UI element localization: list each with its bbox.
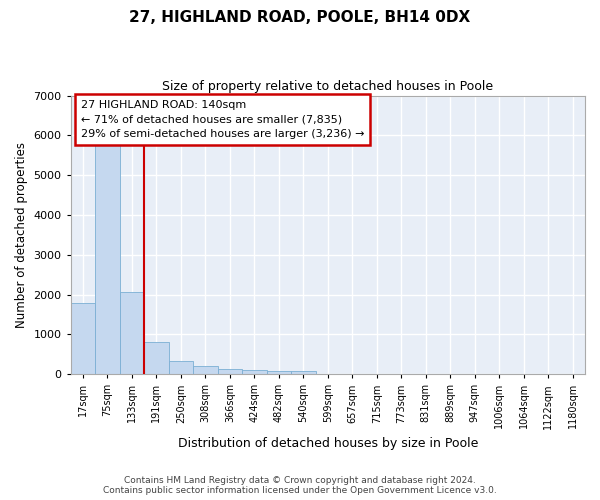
Bar xyxy=(266,371,291,374)
Bar xyxy=(119,292,144,374)
Bar xyxy=(218,370,242,374)
Text: 27, HIGHLAND ROAD, POOLE, BH14 0DX: 27, HIGHLAND ROAD, POOLE, BH14 0DX xyxy=(130,10,470,25)
Y-axis label: Number of detached properties: Number of detached properties xyxy=(15,142,28,328)
Text: 27 HIGHLAND ROAD: 140sqm
← 71% of detached houses are smaller (7,835)
29% of sem: 27 HIGHLAND ROAD: 140sqm ← 71% of detach… xyxy=(81,100,364,140)
Bar xyxy=(242,370,266,374)
Title: Size of property relative to detached houses in Poole: Size of property relative to detached ho… xyxy=(162,80,493,93)
Bar xyxy=(291,371,316,374)
Bar xyxy=(71,304,95,374)
X-axis label: Distribution of detached houses by size in Poole: Distribution of detached houses by size … xyxy=(178,437,478,450)
Bar xyxy=(144,342,169,374)
Text: Contains HM Land Registry data © Crown copyright and database right 2024.
Contai: Contains HM Land Registry data © Crown c… xyxy=(103,476,497,495)
Bar xyxy=(95,144,119,374)
Bar xyxy=(193,366,218,374)
Bar xyxy=(169,360,193,374)
